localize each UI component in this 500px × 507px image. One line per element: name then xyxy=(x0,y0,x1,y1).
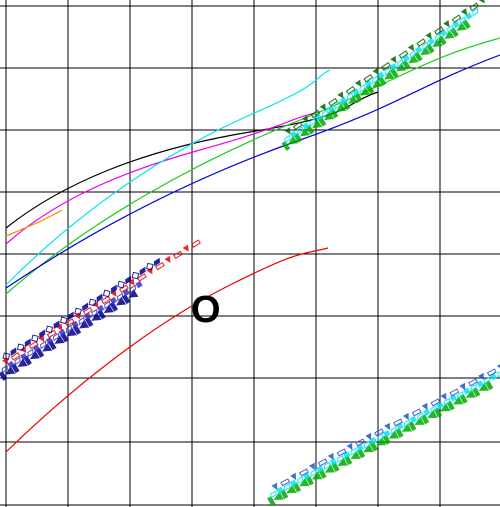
route-magenta[interactable] xyxy=(5,111,321,245)
routes-layer xyxy=(5,37,500,453)
route-cyan[interactable] xyxy=(5,69,331,286)
route-blue[interactable] xyxy=(5,54,500,289)
route-red[interactable] xyxy=(5,247,329,453)
route-black[interactable] xyxy=(5,91,379,229)
route-green[interactable] xyxy=(5,37,500,295)
location-marker-label[interactable]: O xyxy=(191,289,221,331)
route-orange[interactable] xyxy=(5,209,63,237)
